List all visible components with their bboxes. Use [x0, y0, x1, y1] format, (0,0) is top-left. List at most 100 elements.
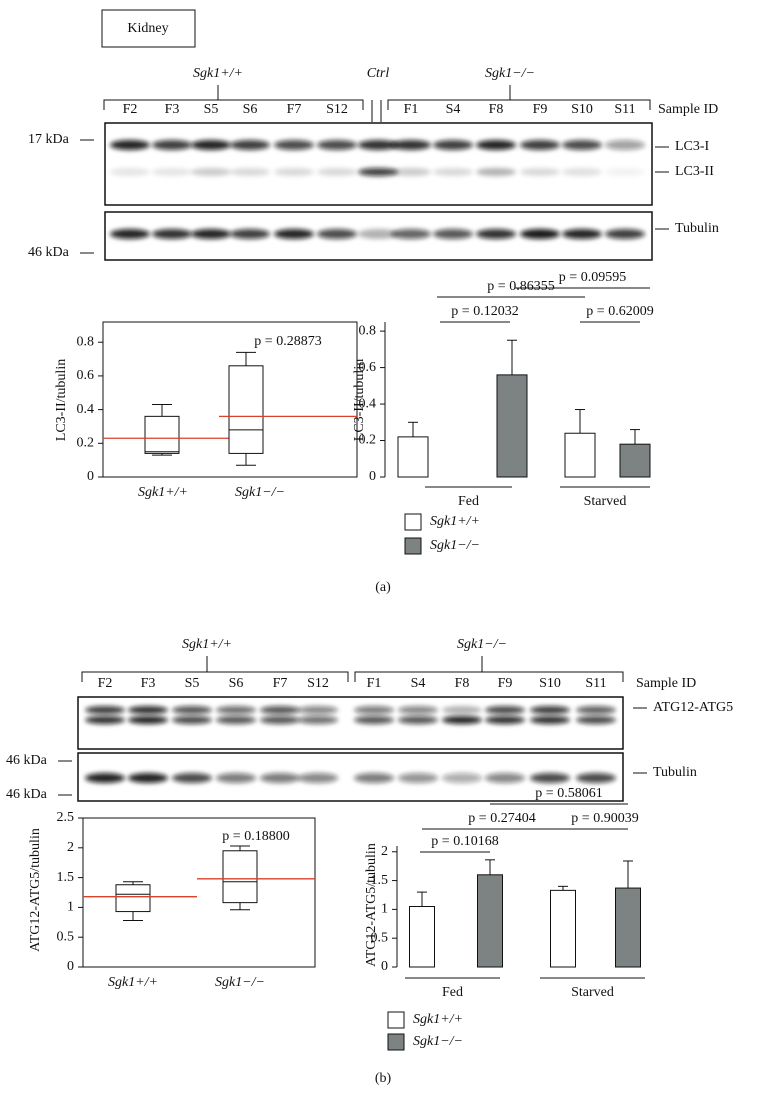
x-tick-label: Starved [571, 985, 614, 1000]
blot-band [128, 773, 168, 783]
lane-label: F1 [367, 676, 382, 691]
blot-band [476, 140, 516, 150]
sample-id-label: Sample ID [636, 676, 696, 691]
y-tick-label: 2 [67, 840, 74, 855]
plot-frame [82, 817, 316, 968]
y-axis-title: ATG12-ATG5/tubulin [364, 843, 379, 967]
blot-band [298, 716, 338, 724]
y-tick-label: 1.5 [371, 873, 389, 888]
blot-band [485, 706, 525, 714]
x-tick-label: Sgk1−/− [235, 485, 285, 500]
x-tick-label: Fed [458, 494, 479, 509]
lane-bracket [103, 99, 364, 110]
lane-label: S12 [326, 102, 348, 117]
x-tick-label: Sgk1−/− [215, 975, 265, 990]
blot-band [85, 706, 125, 714]
blot-band [562, 168, 602, 176]
blot-band [152, 229, 192, 239]
blot-band [562, 229, 602, 239]
blot-band [605, 140, 645, 150]
lane-label: F2 [123, 102, 138, 117]
group-label: Sgk1+/+ [182, 637, 232, 652]
bar [409, 906, 435, 968]
plot-frame [102, 321, 358, 478]
blot-band [562, 140, 602, 150]
blot-band [576, 773, 616, 783]
p-value: p = 0.27404 [468, 811, 535, 826]
legend-swatch [404, 513, 422, 531]
panel-label: (b) [375, 1071, 392, 1086]
blot-band [530, 716, 570, 724]
legend-swatch [387, 1011, 405, 1029]
kda-marker: 46 kDa [6, 787, 48, 802]
blot-band [152, 168, 192, 176]
group-label: Sgk1−/− [485, 66, 535, 81]
blot-band [520, 229, 560, 239]
y-tick-label: 0.4 [359, 396, 377, 411]
blot-band [398, 773, 438, 783]
y-tick-label: 2.5 [57, 810, 75, 825]
tissue-box [101, 9, 196, 48]
blot-band [110, 168, 150, 176]
y-tick-label: 1 [381, 902, 388, 917]
lane-label: F2 [98, 676, 113, 691]
blot-band [110, 140, 150, 150]
legend-label: Sgk1−/− [413, 1034, 463, 1049]
blot-band [530, 773, 570, 783]
lane-label: F7 [287, 102, 302, 117]
y-tick-label: 0.8 [359, 323, 377, 338]
blot-band [485, 773, 525, 783]
group-label: Sgk1+/+ [193, 66, 243, 81]
blot-band [260, 716, 300, 724]
kda-marker: 46 kDa [6, 753, 48, 768]
lane-label: S11 [585, 676, 606, 691]
blot-band [85, 773, 125, 783]
blot-band [576, 716, 616, 724]
lane-label: S6 [229, 676, 244, 691]
p-value: p = 0.10168 [431, 834, 498, 849]
blot-band [172, 716, 212, 724]
blot-band [216, 706, 256, 714]
blot-band [274, 140, 314, 150]
y-tick-label: 0 [87, 469, 94, 484]
bar [397, 436, 429, 478]
blot-band [354, 706, 394, 714]
y-tick-label: 1.5 [57, 870, 75, 885]
y-tick-label: 1 [67, 900, 74, 915]
blot-band [398, 706, 438, 714]
blot-frame [77, 696, 624, 750]
blot-band [128, 716, 168, 724]
lane-label: S5 [204, 102, 219, 117]
y-tick-label: 0.2 [77, 436, 95, 451]
blot-band [172, 773, 212, 783]
blot-band [433, 140, 473, 150]
lane-label: F8 [455, 676, 470, 691]
band-label: ATG12-ATG5 [653, 700, 733, 715]
lane-label: S6 [243, 102, 258, 117]
p-value: p = 0.62009 [586, 304, 653, 319]
blot-band [230, 229, 270, 239]
bar [619, 443, 651, 478]
blot-band [358, 168, 398, 176]
y-tick-label: 0 [369, 469, 376, 484]
panel-label: (a) [375, 580, 391, 595]
blot-band [605, 229, 645, 239]
band-label: Tubulin [653, 765, 697, 780]
lane-label: F9 [498, 676, 513, 691]
x-tick-label: Sgk1+/+ [108, 975, 158, 990]
blot-band [274, 168, 314, 176]
box [228, 365, 264, 454]
blot-band [191, 229, 231, 239]
kda-marker: 46 kDa [28, 245, 70, 260]
legend-label: Sgk1−/− [430, 538, 480, 553]
blot-band [358, 229, 398, 239]
lane-label: F9 [533, 102, 548, 117]
blot-band [520, 168, 560, 176]
lane-label: F1 [404, 102, 419, 117]
y-tick-label: 0 [67, 959, 74, 974]
kda-marker: 17 kDa [28, 132, 70, 147]
lane-label: S12 [307, 676, 329, 691]
bar [615, 887, 641, 968]
blot-band [110, 229, 150, 239]
